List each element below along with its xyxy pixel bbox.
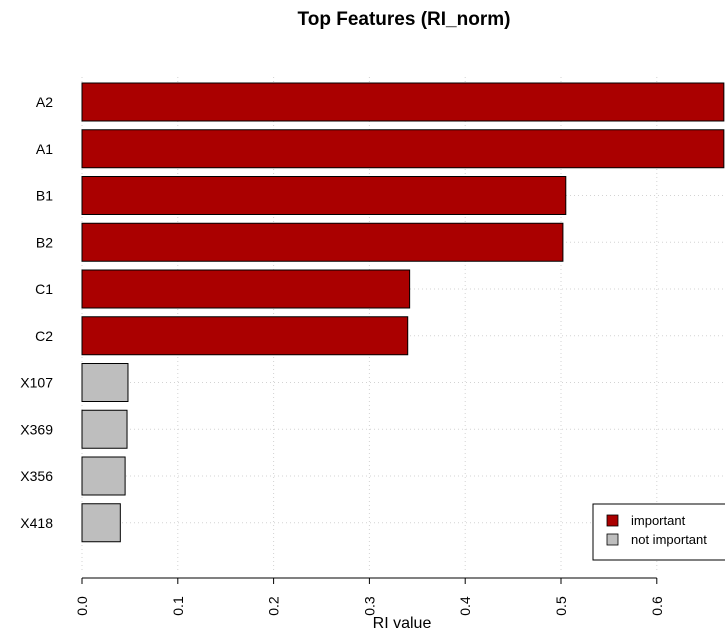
- bar-c2: [81, 316, 409, 356]
- category-label-x369: X369: [20, 421, 53, 437]
- legend: important not important: [592, 503, 725, 561]
- legend-swatch-not-important: [606, 533, 619, 546]
- category-label-c1: C1: [35, 281, 53, 297]
- x-axis: 0.0 0.1 0.2 0.3 0.4 0.5 0.6: [74, 577, 665, 616]
- category-label-x356: X356: [20, 468, 53, 484]
- legend-swatch-important: [606, 514, 619, 527]
- category-label-x107: X107: [20, 375, 53, 391]
- bar-x356: [81, 456, 126, 496]
- x-tick-label-4: 0.4: [457, 596, 473, 616]
- bar-c1: [81, 269, 411, 309]
- legend-label-important: important: [631, 513, 686, 528]
- category-label-c2: C2: [35, 328, 53, 344]
- x-axis-title: RI value: [373, 615, 432, 632]
- bar-a2: [81, 82, 725, 122]
- x-tick-label-1: 0.1: [170, 596, 186, 616]
- bar-x418: [81, 503, 121, 543]
- category-label-a2: A2: [36, 94, 53, 110]
- bar-x107: [81, 363, 129, 402]
- x-tick-label-3: 0.3: [361, 596, 377, 616]
- bars: [81, 82, 725, 543]
- bar-a1: [81, 129, 725, 169]
- bar-b1: [81, 176, 567, 215]
- x-tick-label-6: 0.6: [649, 596, 665, 616]
- legend-box: [592, 503, 725, 561]
- category-label-b2: B2: [36, 234, 53, 250]
- category-label-a1: A1: [36, 141, 53, 157]
- x-tick-label-2: 0.2: [266, 596, 282, 616]
- x-tick-label-0: 0.0: [74, 596, 90, 616]
- x-tick-label-5: 0.5: [553, 596, 569, 616]
- bar-x369: [81, 409, 128, 449]
- chart-title: Top Features (RI_norm): [298, 9, 511, 30]
- category-label-x418: X418: [20, 515, 53, 531]
- category-label-b1: B1: [36, 188, 53, 204]
- category-labels: A2 A1 B1 B2 C1 C2 X107 X369 X356 X418: [20, 94, 53, 531]
- bar-b2: [81, 222, 564, 262]
- legend-label-not-important: not important: [631, 532, 707, 547]
